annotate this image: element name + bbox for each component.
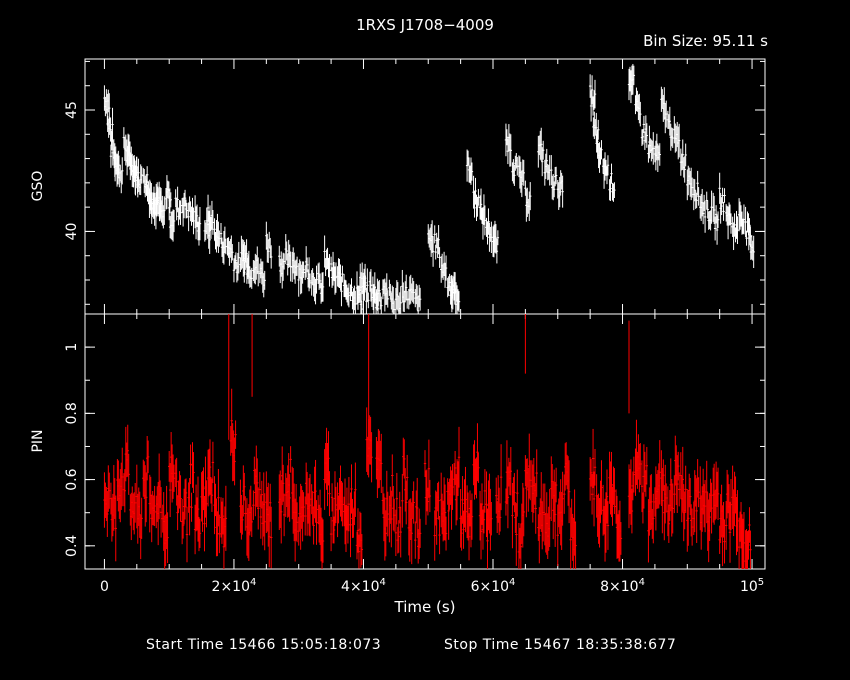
gso-axis-label: GSO: [30, 171, 46, 202]
time-axis-ticks: 0 2×104 4×104 6×104 8×104 105: [100, 577, 764, 595]
pin-panel-frame: [84, 313, 766, 570]
pin-ytick-label: 0.6: [64, 468, 80, 490]
x-axis-label: Time (s): [394, 598, 456, 616]
gso-ytick-label: 45: [64, 101, 80, 119]
pin-ytick-label: 0.8: [64, 402, 80, 424]
time-tick-label: 0: [100, 579, 109, 595]
time-tick-label: 8×104: [600, 577, 645, 595]
gso-ytick-label: 40: [64, 223, 80, 241]
start-time-label: Start Time 15466 15:05:18:073: [146, 637, 382, 653]
pin-ytick-label: 0.4: [64, 535, 80, 557]
time-tick-label: 105: [740, 577, 764, 595]
pin-axis-label: PIN: [30, 429, 46, 452]
pin-ytick-label: 1: [64, 343, 80, 352]
stop-time-label: Stop Time 15467 18:35:38:677: [444, 637, 677, 653]
gso-series: [103, 63, 755, 314]
chart-title: 1RXS J1708−4009: [356, 16, 494, 34]
time-tick-label: 6×104: [471, 577, 516, 595]
time-tick-label: 4×104: [341, 577, 386, 595]
pin-series: [103, 314, 752, 569]
pin-axis-ticks: 0.4 0.6 0.8 1: [64, 313, 765, 569]
time-tick-label: 2×104: [212, 577, 257, 595]
gso-axis-ticks: 40 45: [64, 59, 765, 314]
bin-size-annotation: Bin Size: 95.11 s: [643, 32, 768, 50]
